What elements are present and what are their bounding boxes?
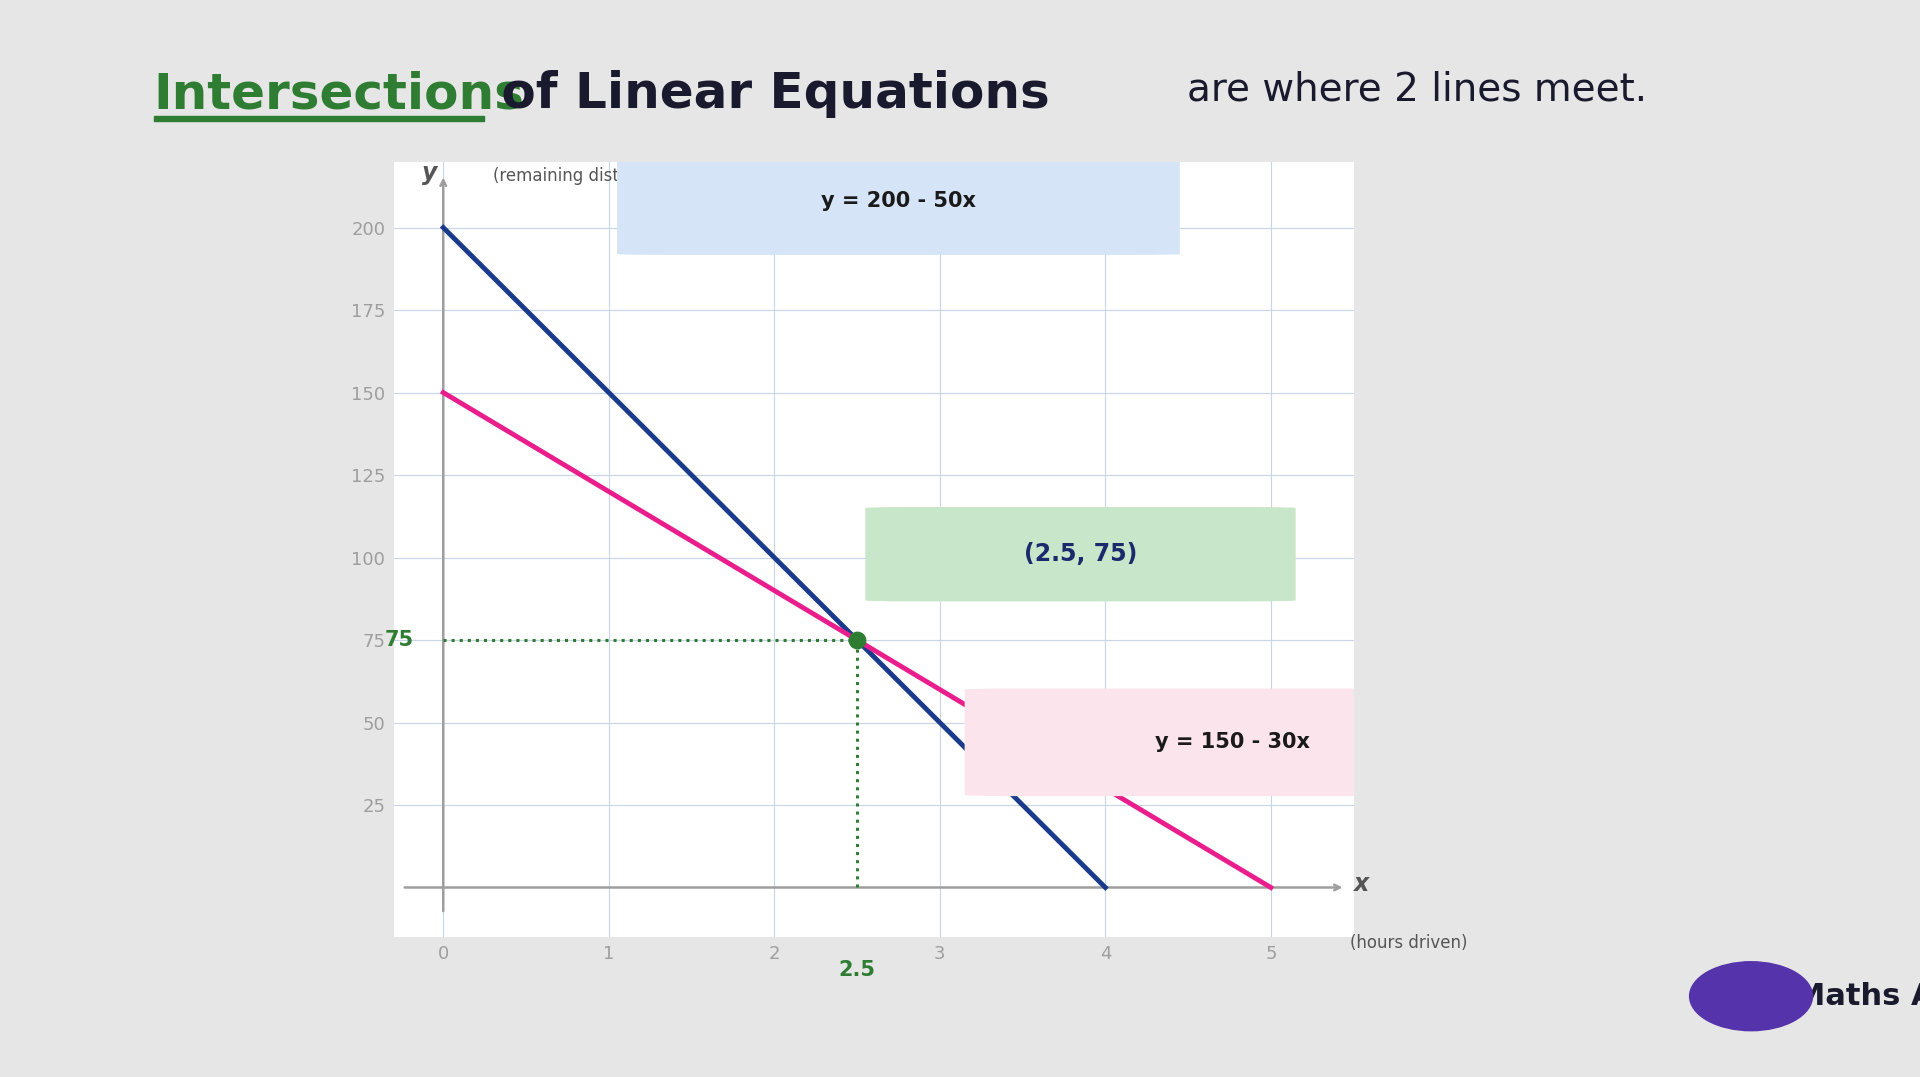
Text: y = 200 - 50x: y = 200 - 50x <box>822 191 975 211</box>
Text: Intersections: Intersections <box>154 70 524 118</box>
Point <box>841 631 872 648</box>
Text: (2.5, 75): (2.5, 75) <box>1023 542 1137 567</box>
Text: 2.5: 2.5 <box>839 960 876 980</box>
Text: x: x <box>1354 872 1369 896</box>
Text: (hours driven): (hours driven) <box>1350 934 1467 952</box>
FancyBboxPatch shape <box>616 148 1179 255</box>
FancyBboxPatch shape <box>964 688 1503 796</box>
Text: y = 150 - 30x: y = 150 - 30x <box>1156 732 1309 753</box>
FancyBboxPatch shape <box>866 507 1296 601</box>
Text: 75: 75 <box>384 630 413 651</box>
Text: y: y <box>422 160 438 184</box>
Text: Maths Angel: Maths Angel <box>1795 982 1920 1010</box>
Circle shape <box>1690 962 1812 1031</box>
Text: (remaining distance): (remaining distance) <box>493 167 666 184</box>
Text: are where 2 lines meet.: are where 2 lines meet. <box>1187 70 1647 108</box>
Text: of Linear Equations: of Linear Equations <box>484 70 1068 118</box>
Bar <box>154 116 484 121</box>
